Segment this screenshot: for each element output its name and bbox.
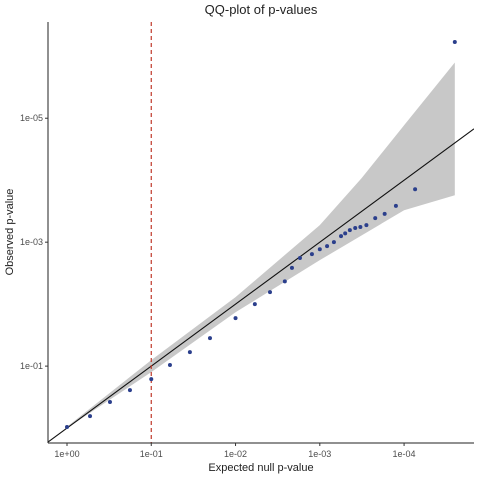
point xyxy=(289,265,294,270)
point xyxy=(382,211,387,216)
point xyxy=(282,279,287,284)
point xyxy=(149,377,154,382)
point xyxy=(233,316,238,321)
point xyxy=(297,255,302,260)
chart-title: QQ-plot of p-values xyxy=(205,2,318,17)
point xyxy=(452,40,457,45)
point xyxy=(127,388,132,393)
point xyxy=(317,247,322,252)
point xyxy=(88,414,93,419)
y-axis-label: Observed p-value xyxy=(4,189,16,276)
point xyxy=(393,203,398,208)
x-tick-label: 1e-03 xyxy=(308,449,331,459)
point xyxy=(309,252,314,257)
point xyxy=(347,228,352,233)
point xyxy=(339,234,344,239)
point xyxy=(325,244,330,249)
x-tick-label: 1e-04 xyxy=(393,449,416,459)
x-axis-label: Expected null p-value xyxy=(208,462,313,474)
point xyxy=(343,231,348,236)
point xyxy=(358,225,363,230)
x-tick-label: 1e+00 xyxy=(54,449,79,459)
point xyxy=(331,240,336,245)
confidence-band xyxy=(66,62,455,429)
x-tick-label: 1e-02 xyxy=(224,449,247,459)
point xyxy=(252,302,257,307)
point xyxy=(364,223,369,228)
x-tick-label: 1e-01 xyxy=(140,449,163,459)
point xyxy=(187,350,192,355)
plot-area xyxy=(48,22,474,443)
point xyxy=(207,336,212,341)
y-tick-label: 1e-01 xyxy=(20,361,43,371)
point xyxy=(373,216,378,221)
point xyxy=(107,400,112,405)
point xyxy=(353,225,358,230)
y-tick-label: 1e-03 xyxy=(20,237,43,247)
point xyxy=(64,424,69,429)
point xyxy=(413,187,418,192)
point xyxy=(167,363,172,368)
point xyxy=(267,290,272,295)
y-tick-label: 1e-05 xyxy=(20,113,43,123)
reference-line xyxy=(48,128,474,443)
